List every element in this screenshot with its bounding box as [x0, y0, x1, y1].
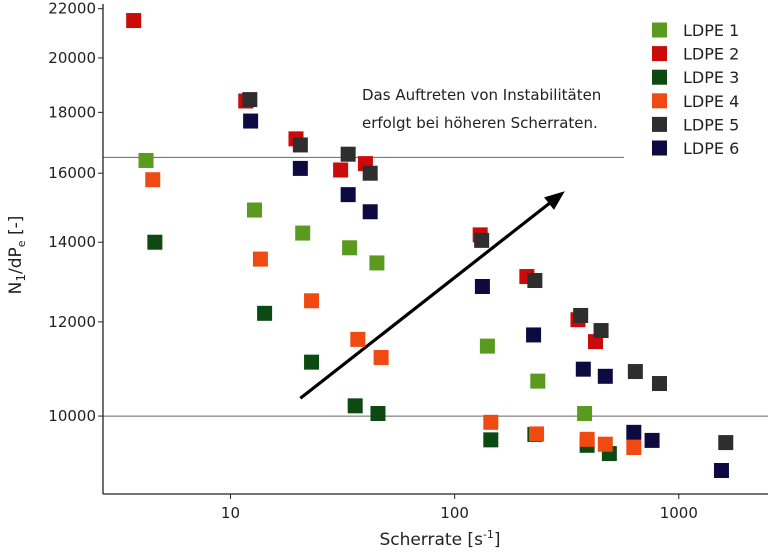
- point-ldpe-4: [145, 172, 161, 188]
- legend-label: LDPE 3: [683, 68, 739, 87]
- x-tick-label: 100: [440, 504, 469, 522]
- point-ldpe-4: [579, 431, 595, 447]
- point-ldpe-6: [575, 361, 591, 377]
- legend-swatch: [652, 140, 667, 156]
- x-axis-label: Scherrate [s-1]: [379, 528, 500, 550]
- x-tick-label: 10: [221, 504, 240, 522]
- legend: LDPE 1 LDPE 2 LDPE 3 LDPE 4 LDPE 5 LDPE 6: [652, 21, 739, 158]
- y-tick-label: 18000: [48, 103, 96, 121]
- data-points: [126, 13, 734, 479]
- point-ldpe-4: [626, 439, 642, 455]
- legend-swatch: [652, 69, 667, 85]
- legend-label: LDPE 5: [683, 115, 739, 134]
- annotation-arrow-head: [544, 191, 565, 210]
- point-ldpe-1: [479, 338, 495, 354]
- y-tick-label: 22000: [48, 0, 96, 18]
- legend-swatch: [652, 116, 667, 132]
- annotation-line-1: Das Auftreten von Instabilitäten: [362, 86, 601, 104]
- annotation: Das Auftreten von Instabilitäten erfolgt…: [299, 86, 601, 400]
- point-ldpe-6: [243, 113, 259, 129]
- y-tick-label: 14000: [48, 233, 96, 251]
- point-ldpe-5: [718, 435, 734, 451]
- point-ldpe-4: [252, 251, 268, 267]
- point-ldpe-5: [651, 376, 667, 392]
- point-ldpe-3: [370, 405, 386, 421]
- point-ldpe-5: [292, 137, 308, 153]
- point-ldpe-2: [126, 13, 142, 29]
- point-ldpe-4: [529, 426, 545, 442]
- point-ldpe-6: [713, 463, 729, 479]
- point-ldpe-1: [247, 202, 263, 218]
- point-ldpe-4: [304, 293, 320, 309]
- annotation-line-2: erfolgt bei höheren Scherraten.: [362, 114, 598, 132]
- point-ldpe-4: [597, 436, 613, 452]
- point-ldpe-6: [292, 160, 308, 176]
- point-ldpe-3: [304, 354, 320, 370]
- reference-lines: [103, 156, 768, 417]
- point-ldpe-5: [627, 364, 643, 380]
- legend-label: LDPE 6: [683, 139, 739, 158]
- point-ldpe-6: [526, 327, 542, 343]
- point-ldpe-1: [295, 225, 311, 241]
- point-ldpe-4: [483, 414, 499, 430]
- point-ldpe-1: [530, 373, 546, 389]
- y-ticks: 10000 12000 14000 16000 18000 20000 22000: [48, 0, 103, 425]
- point-ldpe-5: [340, 146, 356, 162]
- point-ldpe-6: [474, 279, 490, 295]
- point-ldpe-6: [644, 432, 660, 448]
- point-ldpe-5: [527, 273, 543, 289]
- legend-swatch: [652, 93, 667, 109]
- point-ldpe-4: [350, 331, 366, 347]
- annotation-arrow: [299, 201, 552, 400]
- point-ldpe-5: [362, 165, 378, 181]
- point-ldpe-4: [373, 350, 389, 366]
- point-ldpe-2: [333, 162, 349, 178]
- point-ldpe-3: [347, 398, 363, 414]
- x-ticks: 10 100 1000: [221, 494, 698, 522]
- legend-label: LDPE 2: [683, 45, 739, 64]
- point-ldpe-6: [340, 187, 356, 203]
- point-ldpe-1: [577, 405, 593, 421]
- legend-swatch: [652, 22, 667, 38]
- point-ldpe-1: [342, 240, 358, 256]
- point-ldpe-5: [474, 232, 490, 248]
- legend-label: LDPE 1: [683, 21, 739, 40]
- point-ldpe-1: [138, 152, 154, 168]
- y-axis-label: N1/dPe [-]: [6, 216, 28, 295]
- point-ldpe-5: [573, 307, 589, 323]
- y-tick-label: 20000: [48, 49, 96, 67]
- point-ldpe-3: [483, 432, 499, 448]
- point-ldpe-5: [593, 323, 609, 339]
- axes: [102, 4, 768, 495]
- point-ldpe-3: [147, 234, 163, 250]
- point-ldpe-6: [362, 204, 378, 220]
- y-tick-label: 12000: [48, 313, 96, 331]
- x-tick-label: 1000: [660, 504, 698, 522]
- legend-swatch: [652, 46, 667, 62]
- point-ldpe-5: [242, 92, 258, 108]
- point-ldpe-1: [369, 255, 385, 271]
- y-tick-label: 16000: [48, 164, 96, 182]
- point-ldpe-6: [626, 424, 642, 440]
- y-tick-label: 10000: [48, 407, 96, 425]
- point-ldpe-3: [257, 305, 273, 321]
- legend-label: LDPE 4: [683, 92, 739, 111]
- point-ldpe-6: [597, 368, 613, 384]
